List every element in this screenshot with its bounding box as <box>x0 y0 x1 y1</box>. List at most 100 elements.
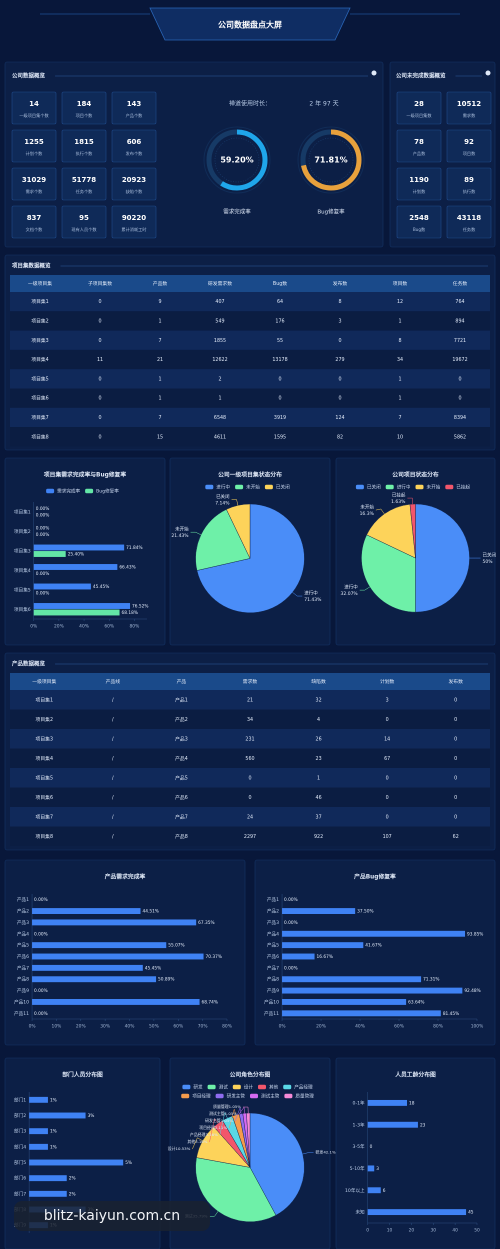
value-label: 0.00% <box>34 988 48 994</box>
value-label: 0.00% <box>34 1011 48 1017</box>
stat-card <box>111 129 157 163</box>
x-tick-label: 20% <box>54 624 64 630</box>
y-tick-label: 项目集1 <box>14 508 31 515</box>
stat-label: 任务数 <box>463 226 476 233</box>
pie-label: 研发42.1% <box>316 1150 336 1155</box>
table-cell: 12622 <box>212 357 227 363</box>
table-row <box>10 709 490 729</box>
pie-label: 设计10.53% <box>168 1146 191 1151</box>
table-cell: 9 <box>158 299 161 305</box>
value-label: 0.00% <box>36 526 50 532</box>
table-cell: 0 <box>454 775 457 781</box>
leader-line <box>359 586 370 591</box>
table-cell: 549 <box>215 318 224 324</box>
panel <box>4 859 246 1046</box>
legend-label: 未开始 <box>427 484 441 491</box>
value-label: 0.00% <box>36 506 50 512</box>
bar <box>32 964 143 971</box>
pie-label: 产品经理3.16% <box>190 1132 218 1137</box>
x-tick-label: 10% <box>52 1024 62 1030</box>
table-cell: 13178 <box>272 357 287 363</box>
table-cell: 0 <box>386 814 389 820</box>
legend-label: 其他 <box>269 1084 279 1091</box>
y-tick-label: 部门7 <box>14 1190 26 1197</box>
table-cell: 0 <box>98 376 101 382</box>
value-label: 68.74% <box>202 999 218 1005</box>
stat-card <box>111 205 157 239</box>
bar <box>33 603 131 609</box>
leader-line <box>302 1152 314 1155</box>
pie-label-value: 10.53% <box>176 1146 191 1151</box>
bar <box>32 953 204 960</box>
pie-label-value: 2.11% <box>215 1125 228 1130</box>
stat-value: 1190 <box>409 176 429 184</box>
y-tick-label: 产品8 <box>17 976 29 983</box>
stat-label: 文档个数 <box>26 226 44 233</box>
watermark-backdrop <box>14 1201 210 1231</box>
table-cell: 8 <box>398 338 401 344</box>
y-tick-label: 项目集3 <box>14 547 31 554</box>
bar <box>29 1128 48 1135</box>
bar <box>32 919 197 926</box>
value-label: 55.07% <box>168 943 184 949</box>
column-header: 子项目集数 <box>88 280 112 287</box>
stat-value: 14 <box>29 100 39 108</box>
y-tick-label: 产品1 <box>17 896 29 903</box>
table-cell: 0 <box>338 396 341 402</box>
column-header: Bug数 <box>273 280 287 287</box>
panel <box>335 1057 496 1249</box>
table-cell: 764 <box>455 299 464 305</box>
x-tick-label: 60% <box>104 624 114 630</box>
bar <box>282 999 407 1005</box>
value-label: 37.50% <box>357 909 373 915</box>
table-cell: 1595 <box>274 434 286 440</box>
column-header: 缺陷数 <box>311 678 326 685</box>
bar <box>29 1175 67 1182</box>
value-label: 63.64% <box>408 999 424 1005</box>
table-row <box>10 807 490 827</box>
stat-card <box>446 91 492 125</box>
value-label: 76.52% <box>132 604 148 610</box>
legend-label: 进行中 <box>397 484 411 491</box>
x-tick-label: 40 <box>452 1228 458 1234</box>
stat-label: 需求数 <box>463 112 476 119</box>
table-row <box>10 748 490 768</box>
x-tick-label: 0 <box>366 1228 369 1234</box>
column-header: 一级项目集 <box>32 678 56 685</box>
table-cell: 0 <box>338 338 341 344</box>
table-cell: 7 <box>158 338 161 344</box>
pie-label-value: 3.16% <box>195 1139 208 1144</box>
pie-slice <box>246 1112 251 1168</box>
pie-label-name: 产品经理 <box>190 1132 206 1137</box>
legend-label: 已挂起 <box>456 484 470 491</box>
pie-slice <box>249 1112 305 1216</box>
x-tick-label: 40% <box>125 1024 135 1030</box>
leader-line <box>375 508 385 515</box>
value-label: 0.00% <box>284 965 298 971</box>
table-cell: 0 <box>458 396 461 402</box>
x-tick-label: 10 <box>387 1228 393 1234</box>
value-label: 2% <box>69 1191 76 1197</box>
panel <box>254 859 496 1046</box>
stat-card <box>61 129 107 163</box>
stat-card <box>446 205 492 239</box>
x-tick-label: 20 <box>409 1228 415 1234</box>
y-tick-label: 项目集4 <box>14 567 31 574</box>
y-tick-label: 部门6 <box>14 1175 26 1182</box>
table-cell: 0 <box>454 814 457 820</box>
stat-label: Bug数 <box>413 226 426 233</box>
leader-line <box>407 497 413 505</box>
leader-line <box>209 1211 219 1217</box>
legend-swatch <box>284 1093 293 1099</box>
x-tick-label: 40% <box>355 1024 365 1030</box>
table-row <box>10 407 490 428</box>
y-tick-label: 部门2 <box>14 1112 26 1119</box>
table-cell: / <box>112 697 114 703</box>
x-tick-label: 20% <box>76 1024 86 1030</box>
stat-label: 缺陷个数 <box>126 188 144 195</box>
value-label: 0.00% <box>36 532 50 538</box>
panel <box>4 457 166 646</box>
table-cell: 19672 <box>452 357 467 363</box>
